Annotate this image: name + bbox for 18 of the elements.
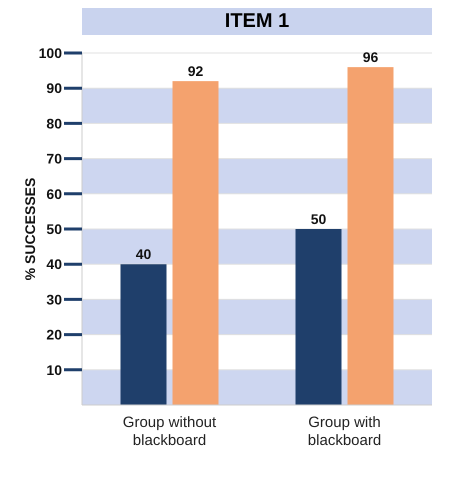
y-tick-label: 60 [46, 186, 62, 202]
x-tick-label: Group with blackboard [308, 414, 382, 449]
data-label: 50 [310, 211, 326, 227]
data-label: 96 [362, 49, 378, 66]
y-tick-label: 90 [46, 80, 62, 96]
y-tick-label: 30 [46, 291, 62, 308]
y-tick-label: 40 [46, 256, 62, 272]
y-axis-title: % SUCCESSES [22, 178, 38, 280]
data-label: 40 [136, 246, 152, 262]
y-tick-label: 20 [46, 326, 62, 343]
y-tick-label: 70 [46, 150, 62, 167]
chart-title: ITEM 1 [82, 8, 432, 35]
y-tick-label: 50 [46, 220, 62, 237]
x-tick-label: Group without blackboard [122, 414, 218, 449]
y-tick-label: 100 [38, 44, 62, 61]
y-tick-label: 10 [46, 362, 62, 378]
y-tick-label: 80 [46, 115, 62, 132]
data-label: 92 [188, 63, 204, 80]
